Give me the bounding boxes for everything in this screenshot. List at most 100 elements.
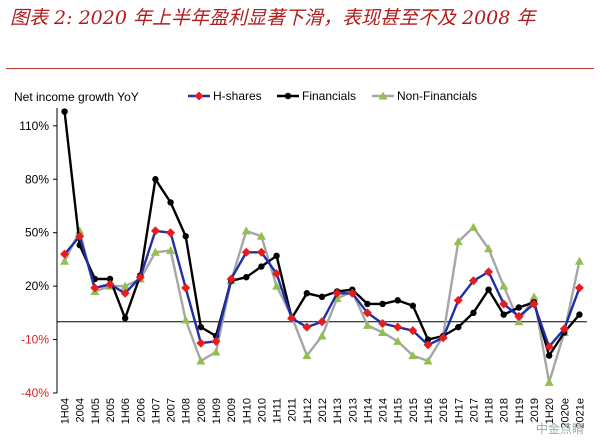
x-tick-label: 2004 [75,398,87,422]
data-point-diamond [166,228,176,238]
data-point-diamond [272,269,282,279]
x-tick-label: 2010 [256,398,268,422]
series-group [60,108,584,386]
data-point-triangle [317,331,327,340]
x-tick-label: 1H11 [272,398,284,423]
data-point-diamond [194,91,204,101]
title-divider [6,68,594,69]
data-point-diamond [150,226,160,236]
data-point-triangle [574,256,584,265]
data-point-circle [61,108,68,115]
data-point-diamond [438,333,448,343]
x-tick-label: 1H20 [544,398,556,424]
data-point-triangle [120,281,130,290]
data-point-triangle [241,226,251,235]
data-point-diamond [468,276,478,286]
data-point-circle [364,300,371,308]
data-point-diamond [484,267,494,277]
x-tick-label: 1H07 [150,398,162,424]
axes: 110%80%50%20%-10%-40%1H04 2004 1H05 2005 1H0… [19,108,587,429]
data-point-diamond [423,340,433,350]
x-tick-label: 1H13 [332,398,344,424]
legend-label: H-shares [213,89,262,103]
data-point-diamond [196,338,206,348]
x-tick-label: 1H05 [90,398,102,424]
data-point-triangle [150,247,160,256]
data-point-circle [500,311,507,318]
y-tick-label: 20% [25,279,49,293]
x-tick-label: 1H15 [393,398,405,424]
data-point-circle [152,176,159,183]
x-tick-label: 2018 [499,398,511,422]
data-point-diamond [241,247,251,257]
data-point-circle [121,314,129,322]
x-tick-label: 1H17 [453,398,465,424]
x-tick-label: 1H12 [302,398,314,424]
x-tick-label: 2009 [226,398,238,422]
data-point-circle [409,302,417,309]
x-tick-label: 1H14 [362,398,374,424]
data-point-triangle [332,294,342,303]
data-point-diamond [408,326,418,336]
x-tick-label: 1H10 [241,398,253,424]
data-point-triangle [378,327,388,336]
data-point-triangle [529,292,539,301]
x-tick-label: 2019 [529,398,541,422]
data-point-circle [470,309,477,317]
data-point-triangle [181,315,191,324]
data-point-circle [273,252,280,260]
data-point-triangle [196,356,206,365]
data-point-diamond [317,317,327,327]
x-tick-label: 1H09 [211,398,223,424]
x-tick-label: 2020e [559,398,571,429]
data-point-diamond [211,336,221,346]
y-tick-label: -10% [21,333,49,347]
data-point-diamond [559,324,569,334]
data-point-triangle [211,347,221,356]
data-point-circle [485,286,492,293]
data-point-diamond [393,322,403,332]
x-tick-label: 2021e [574,398,586,429]
data-point-diamond [544,342,554,352]
data-point-circle [258,263,265,270]
x-tick-label: 2017 [468,398,480,422]
data-point-circle [243,274,250,281]
data-point-circle [455,323,462,331]
x-tick-label: 2015 [408,398,420,422]
data-point-triangle [256,231,266,240]
y-tick-label: -40% [21,386,49,400]
x-tick-label: 2016 [438,398,450,422]
data-point-circle [284,92,292,100]
data-point-triangle [544,377,554,386]
data-point-diamond [60,249,70,259]
data-point-diamond [332,288,342,298]
data-point-diamond [362,308,372,318]
x-tick-label: 2012 [317,398,329,422]
data-point-triangle [499,281,509,290]
data-point-triangle [453,237,463,246]
y-tick-label: 50% [25,226,49,240]
data-point-diamond [453,295,463,305]
data-point-diamond [287,313,297,323]
data-point-triangle [362,320,372,329]
page-title: 图表 2: 2020 年上半年盈利显著下滑，表现甚至不及 2008 年 [10,7,536,29]
legend-label: Non-Financials [397,89,477,103]
data-point-circle [545,352,553,359]
data-point-diamond [105,279,115,289]
data-point-diamond [499,299,509,309]
data-point-triangle [423,356,433,365]
legend: H-shares Financials Non-Financials [188,89,477,103]
x-tick-label: 1H04 [60,398,72,424]
data-point-triangle [302,351,312,360]
x-tick-label: 2013 [347,398,359,422]
y-axis-label: Net income growth YoY [14,90,139,104]
data-point-circle [167,199,174,206]
watermark-text: 中金点睛 [535,422,584,436]
x-tick-label: 1H06 [120,398,132,424]
data-point-circle [576,311,583,318]
data-point-triangle [468,222,478,231]
data-point-triangle [408,351,418,360]
x-tick-label: 2007 [166,398,178,422]
data-point-diamond [75,231,85,241]
